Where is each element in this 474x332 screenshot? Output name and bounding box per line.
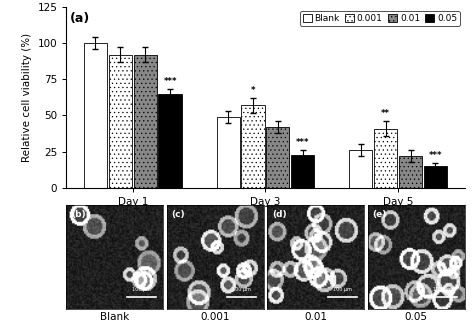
Text: **: ** <box>381 109 390 119</box>
Text: ***: *** <box>429 151 442 160</box>
Bar <box>399 156 422 188</box>
Text: ***: *** <box>296 138 310 147</box>
Legend: Blank, 0.001, 0.01, 0.05: Blank, 0.001, 0.01, 0.05 <box>300 11 460 26</box>
Bar <box>424 166 447 188</box>
Text: ***: *** <box>164 77 177 86</box>
Bar <box>109 54 132 188</box>
Bar <box>349 150 373 188</box>
Text: 100 μm: 100 μm <box>433 287 452 292</box>
Bar <box>266 127 290 188</box>
X-axis label: 0.001: 0.001 <box>201 311 230 321</box>
X-axis label: 0.01: 0.01 <box>304 311 327 321</box>
X-axis label: Blank: Blank <box>100 311 129 321</box>
Text: *: * <box>251 86 255 95</box>
Text: 100 μm: 100 μm <box>232 287 251 292</box>
Bar <box>374 128 397 188</box>
Bar <box>134 54 157 188</box>
Y-axis label: Relative cell viability (%): Relative cell viability (%) <box>22 33 32 162</box>
Text: 100 μm: 100 μm <box>132 287 151 292</box>
X-axis label: 0.05: 0.05 <box>405 311 428 321</box>
Text: (c): (c) <box>172 210 185 219</box>
Bar <box>84 43 107 188</box>
Text: (a): (a) <box>70 12 91 25</box>
Text: 100 μm: 100 μm <box>333 287 352 292</box>
Bar <box>241 105 264 188</box>
Bar <box>158 94 182 188</box>
Text: (e): (e) <box>373 210 387 219</box>
Text: (d): (d) <box>272 210 287 219</box>
Bar <box>291 155 314 188</box>
Bar <box>217 117 240 188</box>
Text: (b): (b) <box>71 210 86 219</box>
